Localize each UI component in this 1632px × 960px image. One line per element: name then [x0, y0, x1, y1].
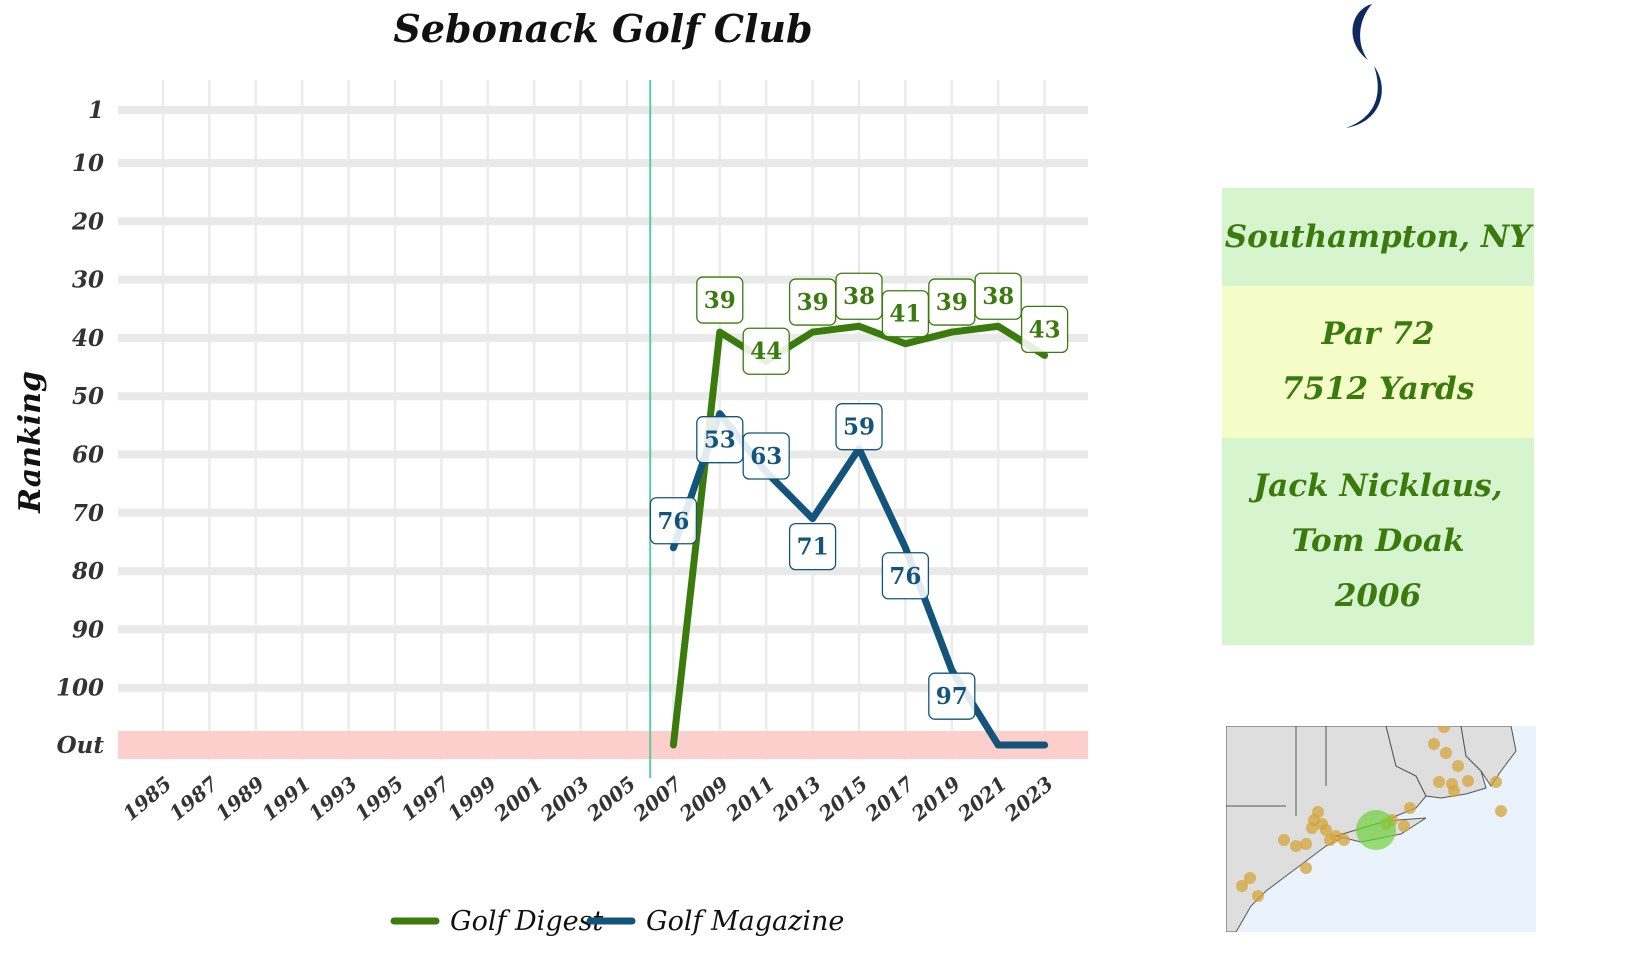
svg-text:97: 97	[936, 683, 968, 710]
data-label: 76	[649, 497, 698, 545]
y-tick-label: 30	[72, 267, 104, 294]
x-tick-label: 2017	[860, 771, 919, 826]
data-label: 41	[881, 290, 930, 338]
data-label: 39	[928, 278, 976, 326]
data-label: 44	[742, 327, 790, 375]
x-tick-label: 2007	[628, 771, 687, 826]
x-tick-label: 2019	[906, 771, 965, 826]
svg-text:39: 39	[704, 287, 736, 314]
location-panel: Southampton, NY	[1222, 188, 1534, 286]
svg-text:63: 63	[750, 443, 782, 470]
y-tick-label: 60	[72, 442, 104, 469]
x-tick-label: 1985	[118, 771, 176, 825]
svg-text:76: 76	[657, 508, 689, 535]
y-tick-label: 50	[72, 383, 104, 410]
x-tick-label: 2003	[535, 771, 594, 826]
svg-text:38: 38	[982, 283, 1014, 310]
chart-title: Sebonack Golf Club	[393, 6, 812, 51]
y-tick-label: 10	[72, 150, 104, 177]
svg-text:39: 39	[797, 289, 829, 316]
svg-text:39: 39	[936, 289, 968, 316]
svg-text:71: 71	[797, 534, 829, 561]
y-tick-label: Out	[57, 732, 105, 759]
x-tick-label: 1997	[397, 771, 455, 825]
architect-1-text: Jack Nicklaus,	[1253, 468, 1503, 504]
svg-text:41: 41	[889, 301, 921, 328]
svg-text:44: 44	[750, 338, 782, 365]
x-tick-label: 2013	[767, 771, 826, 826]
data-label: 53	[696, 416, 744, 464]
x-axis: 1985198719891991199319951997199920012003…	[118, 771, 1058, 826]
data-label: 43	[1020, 305, 1069, 354]
series-line-golf-digest	[669, 322, 1049, 749]
design-panel: Jack Nicklaus, Tom Doak 2006	[1222, 438, 1534, 645]
svg-text:59: 59	[843, 414, 875, 441]
x-tick-label: 1991	[257, 771, 315, 825]
location-text: Southampton, NY	[1224, 218, 1532, 255]
data-label: 38	[974, 272, 1022, 320]
svg-text:38: 38	[843, 283, 875, 310]
out-band	[118, 731, 1088, 759]
y-tick-label: 70	[72, 500, 104, 527]
y-tick-label: 20	[71, 208, 104, 235]
y-tick-label: 100	[56, 675, 104, 702]
data-label: 97	[928, 672, 976, 720]
x-tick-label: 2009	[674, 771, 733, 826]
x-tick-label: 2015	[813, 771, 872, 826]
legend-label: Golf Digest	[450, 906, 603, 937]
data-label: 38	[835, 272, 883, 320]
data-label: 39	[696, 276, 744, 324]
legend-label: Golf Magazine	[646, 906, 844, 937]
y-axis: 1 10 20 30 40 50 60 70 80 90 100 Out	[56, 97, 104, 759]
data-label: 76	[881, 552, 930, 600]
x-tick-label: 1995	[350, 771, 408, 825]
data-label: 39	[788, 278, 837, 326]
x-tick-label: 2005	[581, 771, 640, 826]
yards-text: 7512 Yards	[1281, 371, 1475, 407]
legend: Golf Digest Golf Magazine	[390, 906, 844, 937]
x-tick-label: 1987	[165, 771, 223, 825]
data-label: 59	[835, 403, 883, 451]
location-map	[1226, 726, 1536, 932]
y-tick-label: 90	[72, 616, 104, 643]
x-tick-label: 2001	[489, 771, 548, 826]
architect-2-text: Tom Doak	[1291, 523, 1465, 559]
y-tick-label: 1	[88, 97, 104, 124]
data-label: 71	[788, 522, 837, 571]
x-tick-label: 1989	[211, 771, 269, 825]
x-tick-label: 2011	[721, 771, 780, 826]
y-tick-label: 80	[71, 558, 104, 585]
svg-text:43: 43	[1029, 316, 1061, 343]
svg-text:76: 76	[889, 563, 921, 590]
opened-year-text: 2006	[1334, 578, 1422, 614]
y-axis-label: Ranking	[13, 371, 48, 514]
data-label: 63	[742, 432, 790, 480]
svg-text:53: 53	[704, 427, 736, 454]
par-text: Par 72	[1321, 316, 1435, 352]
x-tick-label: 1999	[443, 771, 501, 825]
y-tick-label: 40	[72, 325, 104, 352]
x-tick-label: 1993	[304, 771, 362, 825]
club-logo	[1346, 4, 1382, 128]
x-tick-label: 2021	[953, 771, 1012, 826]
specs-panel: Par 72 7512 Yards	[1222, 286, 1534, 438]
grid	[118, 80, 1088, 760]
data-labels: 39 44 39 38 41 39 38 43 76 53 63 71 59 76 97	[649, 272, 1069, 720]
x-tick-label: 2023	[999, 771, 1058, 826]
